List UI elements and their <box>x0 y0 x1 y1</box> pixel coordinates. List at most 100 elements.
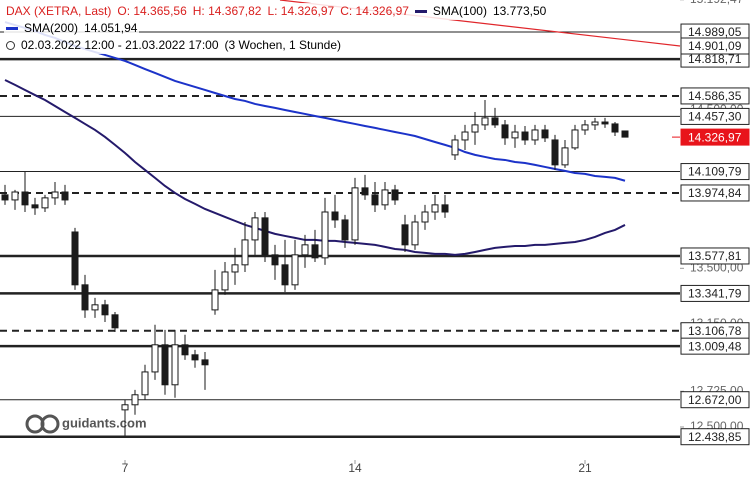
candle-body <box>91 304 99 311</box>
x-tick-label: 21 <box>578 461 592 475</box>
header-stat: H: 14.367,82 <box>192 4 262 18</box>
legend-entry: SMA(200) <box>24 21 79 35</box>
candle-body <box>101 304 109 316</box>
candle-body <box>141 371 149 396</box>
candle-body <box>531 129 539 141</box>
candle-body <box>371 194 379 206</box>
candle-body <box>181 344 189 356</box>
level-label: 13.009,48 <box>688 339 742 353</box>
candle-body <box>331 211 339 221</box>
level-label: 13.577,81 <box>688 249 742 263</box>
watermark-logo <box>25 414 60 434</box>
candle-body <box>21 191 29 206</box>
chart-title: DAX (XETRA, Last) <box>6 4 112 18</box>
candle-body <box>581 124 589 131</box>
trend-label: 14.901,09 <box>688 39 742 53</box>
candle-body <box>51 191 59 199</box>
candle-body <box>441 204 449 213</box>
candle-body <box>461 131 469 141</box>
x-tick-label: 7 <box>122 461 129 475</box>
candle-body <box>361 187 369 196</box>
candle-body <box>351 187 359 241</box>
candle-body <box>161 344 169 386</box>
level-label: 12.438,85 <box>688 430 742 444</box>
y-tick-label: 15.192,47 <box>690 0 744 6</box>
candle-body <box>261 217 269 256</box>
candle-body <box>561 147 569 166</box>
period: (3 Wochen, 1 Stunde) <box>224 38 342 52</box>
watermark: guidants.com <box>62 415 147 430</box>
candle-body <box>621 130 629 138</box>
header-stat: O: 14.365,56 <box>117 4 187 18</box>
level-label-box <box>680 247 750 265</box>
candle-body <box>111 314 119 329</box>
candle-body <box>301 244 309 256</box>
candle-body <box>501 124 509 139</box>
candle-body <box>451 139 459 156</box>
candle-body <box>321 211 329 259</box>
candle-body <box>381 189 389 206</box>
candle-body <box>171 344 179 386</box>
candle-body <box>211 289 219 311</box>
level-label: 12.672,00 <box>688 393 742 407</box>
candle-body <box>281 264 289 286</box>
legend-value: 14.051,94 <box>84 21 138 35</box>
candle-body <box>221 271 229 291</box>
candle-body <box>601 121 609 125</box>
candle-body <box>341 219 349 241</box>
header-stats: O: 14.365,56 H: 14.367,82 L: 14.326,97 C: 1… <box>117 3 409 20</box>
level-label-box <box>680 107 750 125</box>
legend-entry: SMA(100) <box>432 4 487 18</box>
level-label: 14.989,05 <box>688 25 742 39</box>
level-label: 14.586,35 <box>688 89 742 103</box>
candle-body <box>231 264 239 273</box>
header: DAX (XETRA, Last) O: 14.365,56 H: 14.367,… <box>4 3 549 54</box>
candle-body <box>81 284 89 311</box>
candle-body <box>551 139 559 166</box>
candle-body <box>471 124 479 133</box>
candle-body <box>511 131 519 139</box>
candle-body <box>251 217 259 241</box>
subtitle: 02.03.2022 12:00 - 21.03.2022 17:00 <box>21 38 219 52</box>
header-stat: C: 14.326,97 <box>340 4 409 18</box>
candle-body <box>271 254 279 266</box>
candle-body <box>1 194 9 201</box>
level-label-box <box>680 87 750 105</box>
candle-body <box>121 404 129 411</box>
candle-body <box>201 359 209 366</box>
candle-body <box>391 189 399 201</box>
legend-swatch <box>414 10 427 13</box>
legend-value: 13.773,50 <box>492 4 547 18</box>
candle-body <box>31 204 39 209</box>
level-label: 13.341,79 <box>688 287 742 301</box>
level-label-box <box>680 184 750 202</box>
level-label-box <box>680 284 750 302</box>
candle-body <box>611 123 619 133</box>
candle-body <box>71 231 79 286</box>
header-stat: L: 14.326,97 <box>267 4 335 18</box>
candle-body <box>401 224 409 246</box>
candle-body <box>421 211 429 223</box>
candle-body <box>481 117 489 126</box>
trend-label-box <box>680 37 750 55</box>
level-label: 14.457,30 <box>688 110 742 124</box>
level-label-box <box>680 337 750 355</box>
x-tick-label: 14 <box>348 461 362 475</box>
last-price-label: 14.326,97 <box>688 130 742 144</box>
level-label: 13.974,84 <box>688 186 742 200</box>
candle-body <box>291 254 299 286</box>
candle-body <box>11 191 19 201</box>
candle-body <box>131 394 139 406</box>
candle-body <box>151 344 159 373</box>
level-label: 13.106,78 <box>688 324 742 338</box>
candle-body <box>431 204 439 213</box>
candle-body <box>241 239 249 266</box>
legend-swatch <box>6 27 18 30</box>
sma-line <box>4 79 626 256</box>
candle-body <box>591 121 599 126</box>
time-icon <box>6 41 15 50</box>
candle-body <box>41 197 49 209</box>
candle-body <box>61 191 69 201</box>
level-label: 14.818,71 <box>688 52 742 66</box>
